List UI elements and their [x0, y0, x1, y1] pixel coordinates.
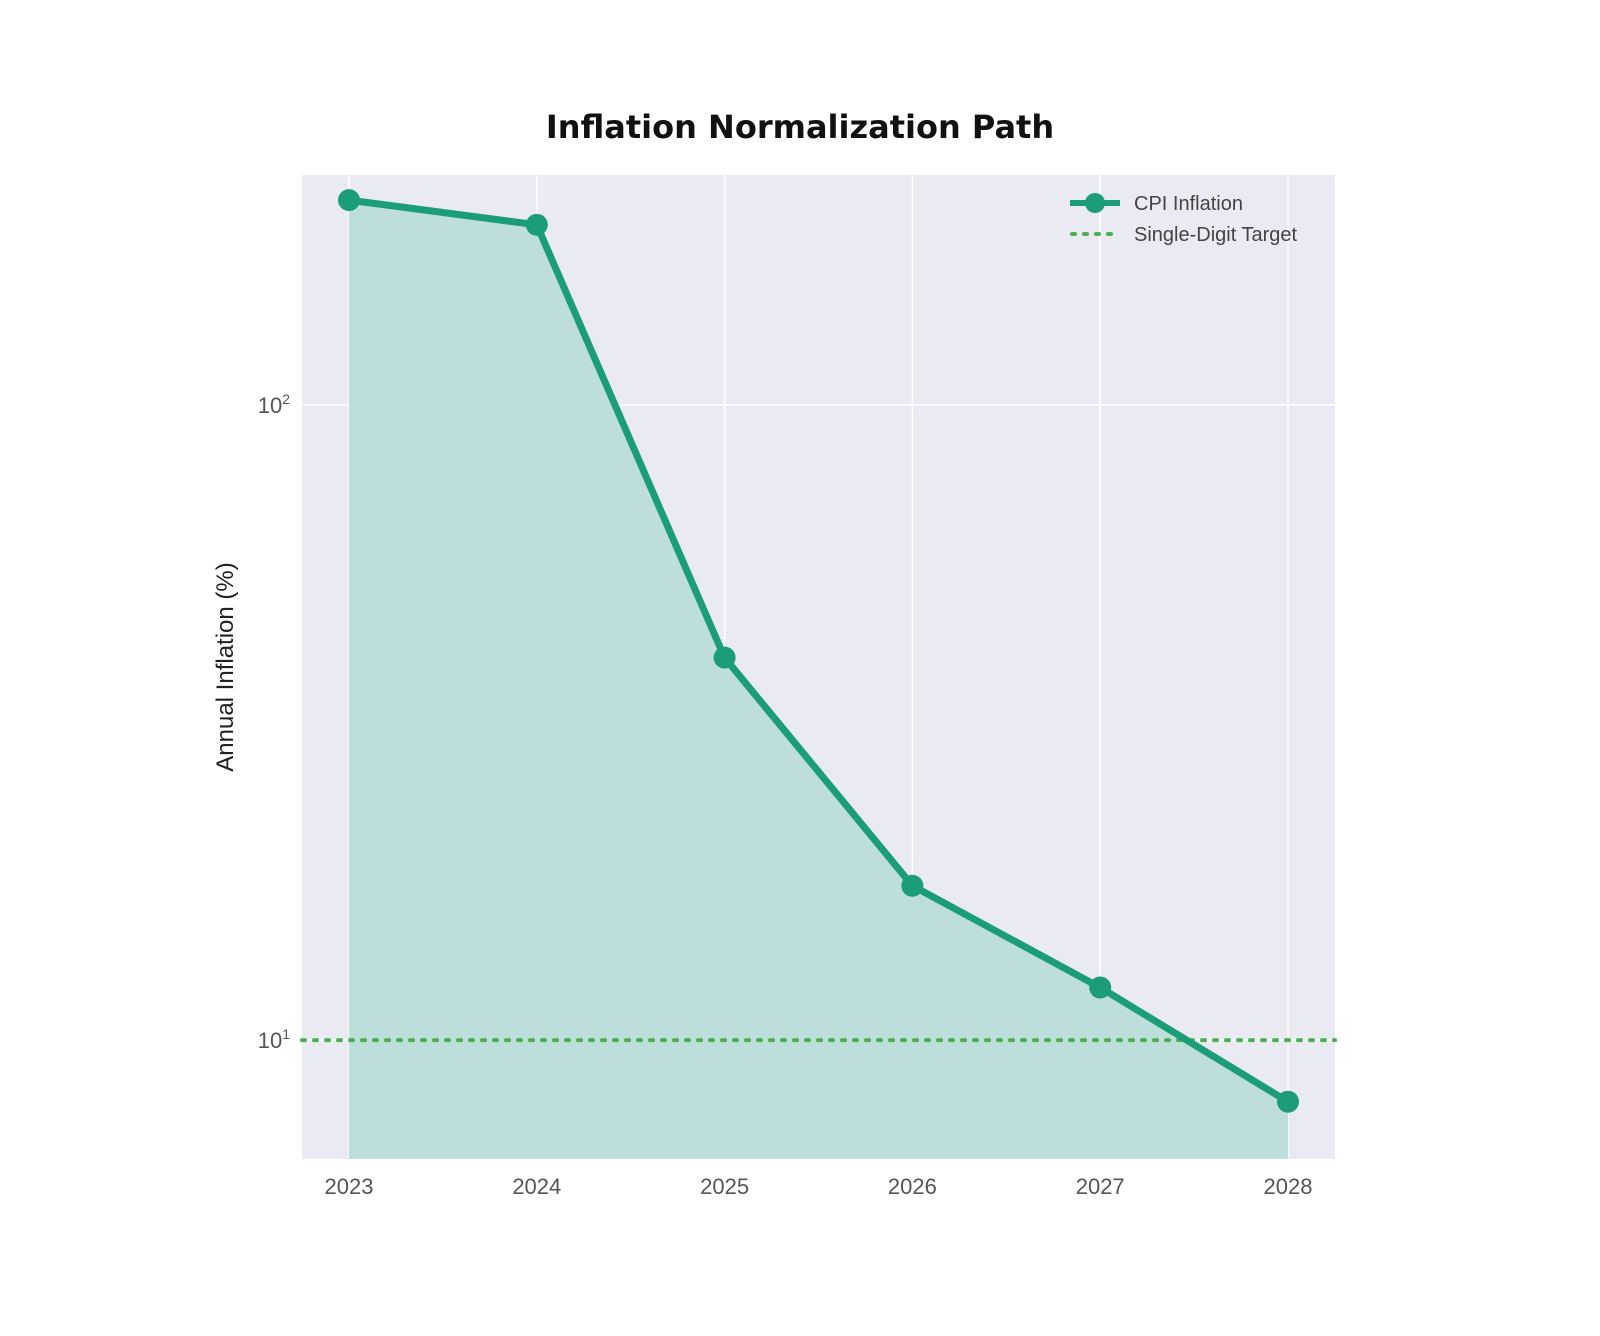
- x-tick-label: 2027: [1076, 1174, 1125, 1199]
- cpi-marker-2027: [1089, 976, 1112, 999]
- x-tick-label: 2025: [700, 1174, 749, 1199]
- cpi-marker-2028: [1277, 1090, 1299, 1113]
- legend-target-label: Single-Digit Target: [1134, 224, 1297, 246]
- cpi-markers: [338, 189, 1299, 1113]
- x-tick-label: 2028: [1264, 1174, 1313, 1199]
- cpi-marker-2023: [338, 189, 360, 212]
- x-tick-label: 2026: [888, 1174, 937, 1199]
- x-tick-label: 2023: [325, 1174, 374, 1199]
- cpi-line: [348, 196, 1290, 1105]
- y-axis-label: Annual Inflation (%): [212, 562, 239, 771]
- y-tick-label: 102: [258, 391, 290, 418]
- y-tick-labels: 101 102: [258, 391, 290, 1053]
- y-tick-label: 101: [258, 1026, 290, 1053]
- chart-title: Inflation Normalization Path: [545, 108, 1055, 146]
- x-tick-label: 2024: [512, 1174, 561, 1199]
- legend-cpi-marker-swatch: [1085, 193, 1105, 213]
- cpi-marker-2026: [901, 874, 924, 897]
- cpi-marker-2025: [713, 646, 736, 669]
- cpi-area-fill: [349, 200, 1288, 1159]
- legend-cpi-label: CPI Inflation: [1134, 193, 1243, 215]
- x-tick-labels: 2023 2024 2025 2026 2027 2028: [325, 1174, 1313, 1199]
- legend: CPI Inflation Single-Digit Target: [1070, 193, 1297, 246]
- cpi-marker-2024: [525, 213, 548, 236]
